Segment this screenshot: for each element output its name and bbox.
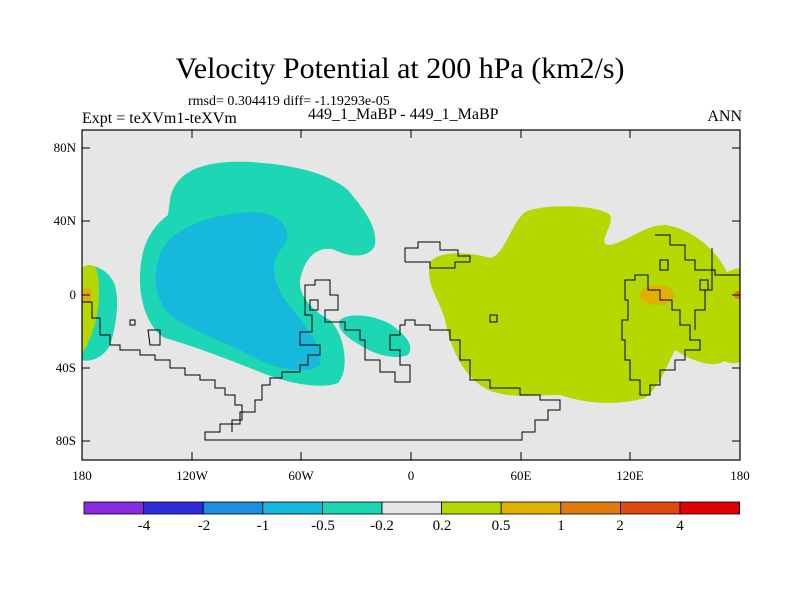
lat-label-80s: 80S: [55, 433, 76, 448]
stats-text: rmsd= 0.304419 diff= -1.19293e-05: [188, 94, 390, 109]
coastline-asia: [621, 274, 701, 396]
positive-field-east-edge: [706, 268, 740, 364]
experiment-label: Expt = teXVm1-teXVm: [82, 110, 237, 127]
lon-label-180w: 180: [72, 468, 92, 483]
map-panel: [81, 129, 741, 461]
colorbar-label: 2: [616, 518, 624, 534]
colorbar-label: -1: [256, 518, 270, 534]
axis-ticks: [82, 130, 740, 460]
coastline-africa-europe: [204, 241, 561, 441]
colorbar-swatch: [202, 501, 264, 515]
colorbar-label: 1: [557, 518, 565, 534]
colorbar-swatch: [262, 501, 323, 515]
lon-label-0: 0: [407, 468, 415, 483]
colorbar-label: 0.2: [432, 518, 452, 534]
negative-core-americas: [155, 212, 321, 371]
colorbar-label: -2: [197, 518, 211, 534]
colorbar-swatch: [560, 501, 621, 515]
coastline-greenland: [309, 279, 709, 323]
lon-label-120w: 120W: [176, 468, 208, 483]
lat-label-0: 0: [69, 287, 77, 302]
colorbar-swatch: [679, 501, 740, 515]
lat-label-40s: 40S: [55, 360, 76, 375]
season-label: ANN: [707, 108, 742, 125]
colorbar: [83, 501, 740, 515]
negative-field-atlantic: [339, 315, 411, 357]
colorbar-swatch: [143, 501, 204, 515]
colorbar-swatch: [321, 501, 383, 515]
case-label: 449_1_MaBP - 449_1_MaBP: [308, 106, 499, 123]
colorbar-label: 0.5: [491, 518, 511, 534]
coastline-east-asia: [655, 234, 740, 330]
colorbar-label: -4: [137, 518, 151, 534]
lon-label-120e: 120E: [616, 468, 644, 483]
map-title: Velocity Potential at 200 hPa (km2/s): [175, 52, 625, 85]
colorbar-label: -0.5: [311, 518, 335, 534]
colorbar-label: 4: [676, 518, 684, 534]
colorbar-swatch: [83, 501, 144, 515]
lon-label-60e: 60E: [510, 468, 532, 483]
lon-label-180e: 180: [730, 468, 750, 483]
lat-label-40n: 40N: [53, 213, 76, 228]
positive-high-indian-ocean: [640, 285, 674, 305]
colorbar-swatch: [381, 501, 442, 515]
coastline-americas: [82, 301, 243, 432]
lat-label-80n: 80N: [53, 140, 76, 155]
colorbar-swatch: [500, 501, 562, 515]
positive-field-eastern: [428, 206, 735, 403]
lon-label-60w: 60W: [288, 468, 314, 483]
colorbar-swatch: [441, 501, 502, 515]
contour-fields: [82, 161, 740, 403]
coastlines: [82, 234, 740, 441]
colorbar-swatch: [620, 501, 681, 515]
positive-field-west-edge: [82, 265, 99, 352]
colorbar-label: -0.2: [370, 518, 394, 534]
